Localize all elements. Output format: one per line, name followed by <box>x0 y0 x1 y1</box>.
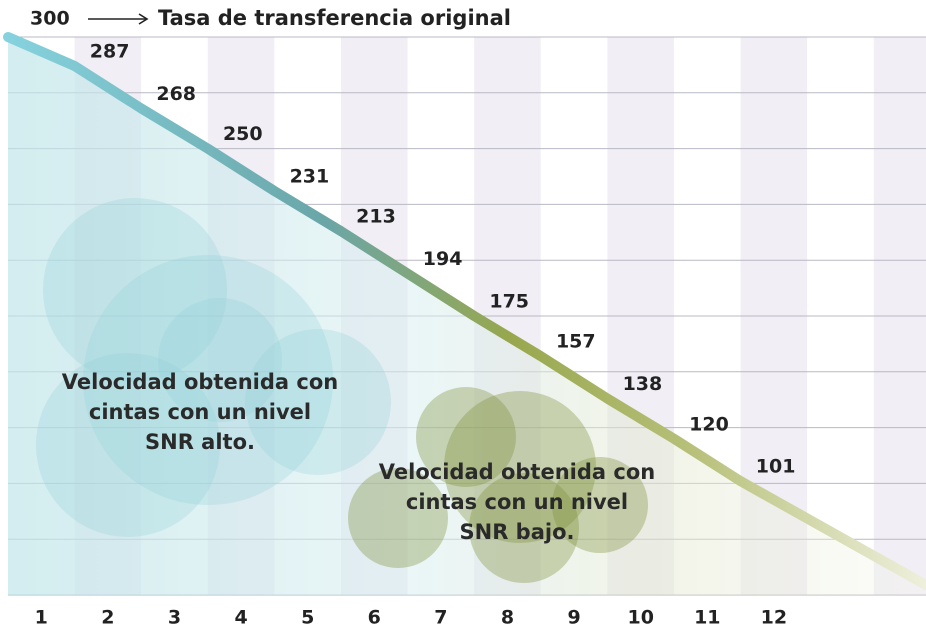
note-text: SNR bajo. <box>460 520 575 544</box>
x-tick-label: 6 <box>368 607 381 629</box>
data-label: 138 <box>623 373 663 395</box>
x-tick-label: 12 <box>761 607 787 629</box>
x-tick-label: 10 <box>627 607 653 629</box>
x-tick-label: 8 <box>501 607 514 629</box>
x-tick-label: 3 <box>168 607 181 629</box>
annotation: Tasa de transferencia original <box>158 6 511 30</box>
data-label: 194 <box>423 248 463 270</box>
data-label: 231 <box>290 166 330 188</box>
note-text: Velocidad obtenida con <box>379 460 655 484</box>
x-tick-label: 5 <box>301 607 314 629</box>
x-tick-label: 2 <box>101 607 114 629</box>
note-text: cintas con un nivel <box>89 400 311 424</box>
x-tick-label: 11 <box>694 607 720 629</box>
data-label: 101 <box>756 456 796 478</box>
data-label: 300 <box>30 8 70 30</box>
data-label: 287 <box>90 41 130 63</box>
chart: Tasa de transferencia original 123456789… <box>0 0 926 632</box>
x-tick-label: 7 <box>434 607 447 629</box>
note-text: cintas con un nivel <box>406 490 628 514</box>
x-tick-label: 9 <box>567 607 580 629</box>
data-label: 268 <box>156 83 196 105</box>
data-label: 120 <box>689 413 729 435</box>
note-text: Velocidad obtenida con <box>62 370 338 394</box>
data-label: 175 <box>489 291 529 313</box>
data-label: 250 <box>223 123 263 145</box>
note-text: SNR alto. <box>145 430 255 454</box>
data-label: 157 <box>556 331 596 353</box>
data-label: 213 <box>356 206 396 228</box>
x-tick-label: 1 <box>35 607 48 629</box>
page: {"chart_data": {"type": "line", "annotat… <box>0 0 926 632</box>
x-tick-label: 4 <box>234 607 247 629</box>
